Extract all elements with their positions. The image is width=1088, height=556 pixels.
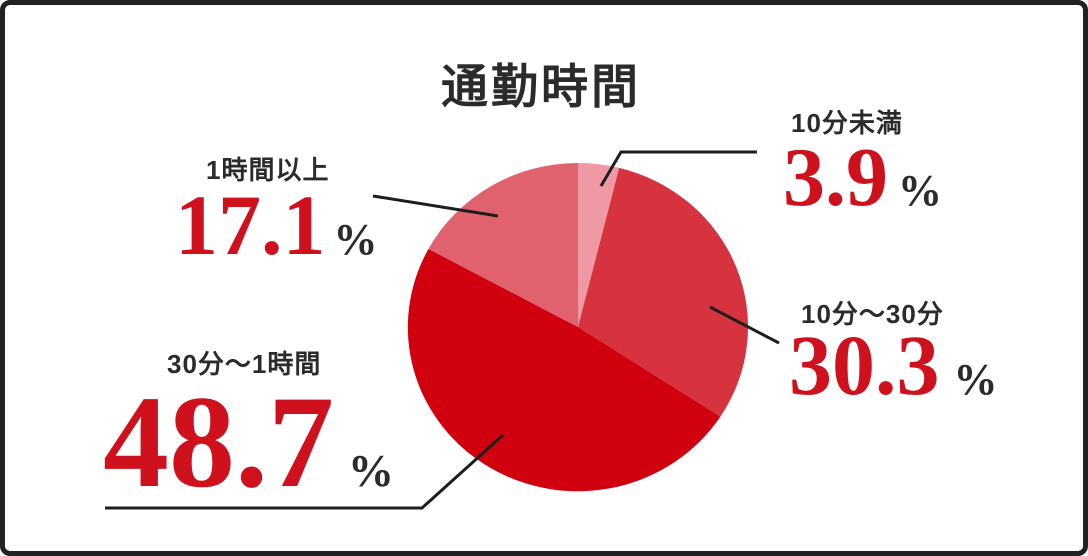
chart-title: 通勤時間 (441, 60, 641, 113)
callout-label-10to30min: 10分〜30分 (801, 299, 944, 329)
leader-line-10to30min (709, 305, 780, 345)
percent-sign-under10min: % (898, 166, 942, 215)
leader-lines (105, 150, 780, 510)
callout-label-30min-to-1hour: 30分〜1時間 (167, 349, 322, 379)
callout-label-over1hour: 1時間以上 (206, 155, 330, 185)
percent-sign-10to30min: % (953, 355, 998, 404)
callout-value-over1hour: 17.1 % (175, 182, 378, 268)
callout-value-10to30min: 30.3 % (789, 322, 998, 408)
pie-slices (407, 162, 749, 492)
pie-slice-3 (428, 162, 578, 327)
leader-line-30min-to-1hour (105, 433, 505, 510)
callout-number-over1hour: 17.1 (175, 177, 326, 273)
callout-value-under10min: 3.9 % (783, 136, 942, 220)
pie-slice-2 (407, 248, 721, 492)
pie-chart-svg (105, 150, 780, 510)
percent-sign-30min-to-1hour: % (348, 445, 394, 496)
pie-slice-1 (578, 167, 749, 417)
callout-number-under10min: 3.9 (783, 131, 888, 224)
callout-value-30min-to-1hour: 48.7 % (103, 376, 394, 508)
leader-line-over1hour (372, 194, 499, 218)
pie-slice-0 (578, 163, 620, 327)
callout-label-under10min: 10分未満 (791, 108, 903, 138)
percent-sign-over1hour: % (333, 215, 378, 264)
leader-line-under10min (599, 150, 757, 187)
callout-number-30min-to-1hour: 48.7 (103, 368, 334, 515)
callout-number-10to30min: 30.3 (789, 317, 940, 413)
